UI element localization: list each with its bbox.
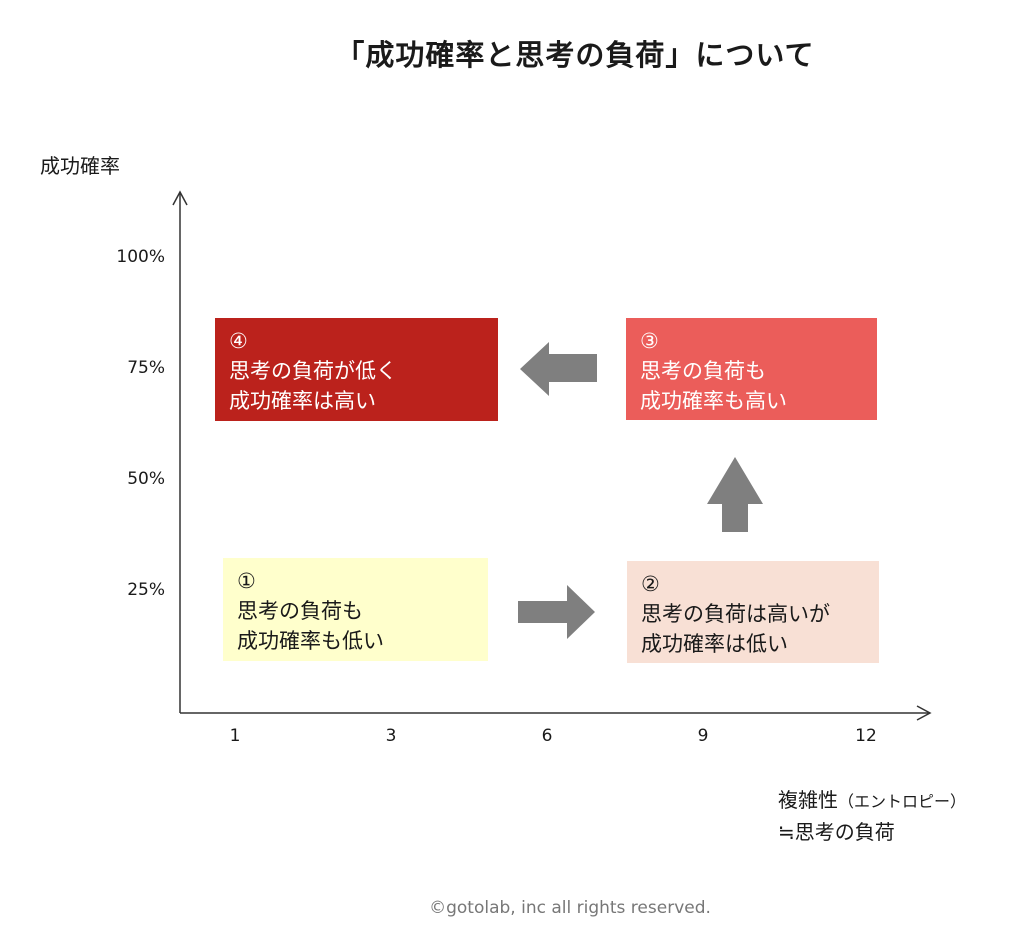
- x-tick-1: 1: [229, 726, 241, 746]
- y-tick-75: 75%: [127, 358, 165, 378]
- quadrant-1-number: ①: [237, 569, 256, 593]
- x-tick-9: 9: [697, 726, 709, 746]
- y-axis-arrowhead: [172, 190, 188, 206]
- quadrant-3-line2: 成功確率も高い: [640, 389, 787, 413]
- y-axis-label: 成功確率: [40, 154, 120, 178]
- arrow-up: [707, 457, 763, 532]
- arrow-right: [518, 585, 595, 639]
- x-tick-3: 3: [385, 726, 397, 746]
- quadrant-3-number: ③: [640, 329, 659, 353]
- y-tick-25: 25%: [127, 580, 165, 600]
- x-axis-label-sub: （エントロピー）: [838, 792, 967, 811]
- quadrant-4-number: ④: [229, 329, 248, 353]
- arrow-left: [520, 342, 597, 396]
- quadrant-2-line2: 成功確率は低い: [641, 632, 788, 656]
- x-tick-6: 6: [541, 726, 553, 746]
- copyright-footer: ©gotolab, inc all rights reserved.: [429, 898, 711, 918]
- page-title: 「成功確率と思考の負荷」について: [335, 38, 815, 72]
- quadrant-4-line1: 思考の負荷が低く: [229, 359, 397, 383]
- quadrant-4-box: ④ 思考の負荷が低く 成功確率は高い: [215, 318, 498, 421]
- quadrant-1-box: ① 思考の負荷も 成功確率も低い: [223, 558, 488, 661]
- x-axis-label-line2: ≒思考の負荷: [778, 820, 895, 844]
- quadrant-1-line2: 成功確率も低い: [237, 629, 384, 653]
- quadrant-3-box: ③ 思考の負荷も 成功確率も高い: [626, 318, 877, 420]
- x-axis-label-main: 複雑性: [778, 788, 838, 812]
- y-tick-100: 100%: [116, 247, 165, 267]
- x-tick-12: 12: [855, 726, 877, 746]
- quadrant-1-line1: 思考の負荷も: [237, 599, 363, 623]
- x-axis-label: 複雑性（エントロピー） ≒思考の負荷: [778, 785, 966, 847]
- quadrant-2-line1: 思考の負荷は高いが: [641, 602, 830, 626]
- quadrant-4-line2: 成功確率は高い: [229, 389, 376, 413]
- quadrant-2-box: ② 思考の負荷は高いが 成功確率は低い: [627, 561, 879, 663]
- x-axis-arrowhead: [916, 705, 932, 721]
- quadrant-2-number: ②: [641, 572, 660, 596]
- y-tick-50: 50%: [127, 469, 165, 489]
- quadrant-3-line1: 思考の負荷も: [640, 359, 766, 383]
